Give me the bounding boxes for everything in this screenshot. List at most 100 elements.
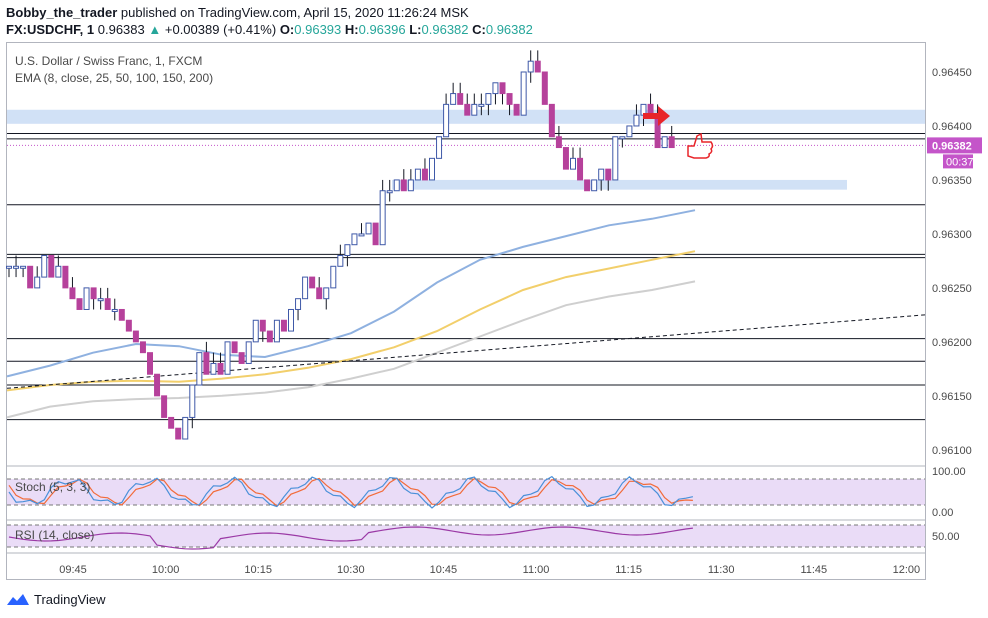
candle <box>400 169 407 192</box>
candle <box>492 82 499 105</box>
time-tick-label: 12:00 <box>893 564 921 576</box>
price-tick-label: 0.96450 <box>932 67 972 79</box>
candle-body <box>471 103 478 116</box>
candle-body <box>379 190 386 246</box>
candle-body <box>527 60 534 73</box>
candle-body <box>83 287 90 310</box>
candle-body <box>450 93 457 105</box>
candle-body <box>132 330 139 343</box>
candle-body <box>520 71 527 116</box>
price-tick-label: 0.96300 <box>932 229 972 241</box>
candle-body <box>34 276 41 289</box>
timer-badge <box>943 154 973 169</box>
candle <box>591 179 598 192</box>
candle-body <box>400 179 407 192</box>
time-tick-label: 11:30 <box>708 564 735 576</box>
stoch-d-line <box>8 477 693 507</box>
candle <box>548 103 555 138</box>
candle <box>457 82 464 105</box>
candle-body <box>210 362 217 375</box>
candle <box>34 266 41 289</box>
time-tick-label: 10:15 <box>244 564 272 576</box>
thumbs-up-icon <box>687 132 714 159</box>
candle <box>182 416 189 440</box>
candle <box>125 319 132 332</box>
candle-body <box>20 265 27 269</box>
candle-body <box>62 265 69 289</box>
candle-body <box>252 319 259 343</box>
candle <box>351 233 358 246</box>
candle <box>309 276 316 289</box>
candle <box>217 352 224 375</box>
candle-body <box>104 298 111 310</box>
rsi-line <box>8 526 693 550</box>
candle <box>224 341 231 375</box>
candle-body <box>76 298 83 310</box>
candle-body <box>13 265 20 269</box>
candle <box>393 179 400 192</box>
timer-badge-text: 00:37 <box>946 156 974 168</box>
candle <box>295 298 302 321</box>
candle-body <box>175 427 182 440</box>
candle <box>520 71 527 116</box>
candle <box>266 330 273 343</box>
candle-body <box>139 341 146 354</box>
candle <box>139 341 146 354</box>
candle-body <box>41 255 48 278</box>
ema-slow-line <box>6 280 696 419</box>
candle <box>210 352 217 375</box>
candle <box>104 287 111 310</box>
candle <box>161 395 168 418</box>
candle-body <box>245 341 252 364</box>
candle-body <box>492 82 499 95</box>
candle-body <box>626 125 633 138</box>
candle-body <box>344 244 351 256</box>
candle-body <box>238 352 245 364</box>
candle-body <box>48 255 55 278</box>
candle <box>288 308 294 332</box>
time-tick-label: 11:45 <box>800 564 827 576</box>
candle-body <box>323 287 330 300</box>
close-value: 0.96382 <box>485 22 533 37</box>
candle <box>245 341 252 364</box>
candle <box>358 223 365 237</box>
ema-fast-line <box>6 209 696 378</box>
candle-body <box>633 114 640 127</box>
price-chart[interactable]: 0.96450 0.96400 0.96350 0.96300 0.96250 0.962… <box>0 0 988 590</box>
open-value: 0.96393 <box>294 22 342 37</box>
candle-body <box>118 308 125 321</box>
candle <box>513 103 520 116</box>
candle-body <box>231 341 238 354</box>
candle-body <box>464 103 471 116</box>
candle-body <box>393 179 400 192</box>
stoch-tick-label: 100.00 <box>932 466 966 478</box>
candle <box>20 265 27 278</box>
candle <box>259 319 266 342</box>
candle <box>252 319 259 343</box>
candle-body <box>273 319 280 343</box>
candle-body <box>154 373 161 397</box>
candle <box>147 352 153 375</box>
candle-body <box>330 265 337 289</box>
candle-body <box>69 287 76 300</box>
candle <box>562 147 569 170</box>
chart-frame[interactable] <box>6 42 926 580</box>
candle-body <box>534 60 541 73</box>
candle-body <box>661 136 668 149</box>
candle <box>450 82 457 105</box>
candle-body <box>443 103 450 138</box>
tradingview-footer[interactable]: TradingView <box>6 592 106 607</box>
candle-body <box>97 298 104 302</box>
candle <box>175 427 182 440</box>
candle-body <box>499 82 506 95</box>
candle-body <box>541 71 548 105</box>
candle <box>62 265 69 289</box>
candle-body <box>224 341 231 375</box>
candle-body <box>288 308 294 332</box>
author-name[interactable]: Bobby_the_trader <box>6 5 118 20</box>
candle-body <box>27 265 34 289</box>
candle-body <box>203 352 210 375</box>
candle <box>626 125 633 138</box>
candle <box>27 265 34 289</box>
candle <box>619 136 626 148</box>
